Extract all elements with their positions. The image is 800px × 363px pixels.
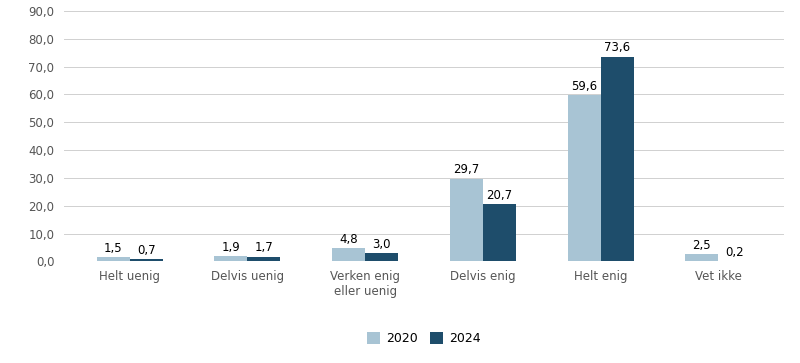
Text: 1,5: 1,5: [104, 242, 122, 255]
Text: 0,7: 0,7: [137, 244, 155, 257]
Text: 1,9: 1,9: [222, 241, 240, 254]
Text: 29,7: 29,7: [454, 163, 479, 176]
Bar: [130, 260, 162, 261]
Text: 3,0: 3,0: [372, 238, 391, 251]
Bar: [214, 256, 247, 261]
Bar: [332, 248, 365, 261]
Bar: [568, 95, 601, 261]
Text: 59,6: 59,6: [571, 80, 597, 93]
Text: 1,7: 1,7: [254, 241, 274, 254]
Text: 0,2: 0,2: [726, 246, 744, 258]
Bar: [450, 179, 483, 261]
Text: 2,5: 2,5: [693, 239, 711, 252]
Text: 73,6: 73,6: [604, 41, 630, 54]
Text: 4,8: 4,8: [339, 233, 358, 246]
Bar: [686, 254, 718, 261]
Bar: [483, 204, 516, 261]
Bar: [601, 57, 634, 261]
Legend: 2020, 2024: 2020, 2024: [362, 327, 486, 350]
Bar: [247, 257, 280, 261]
Text: 20,7: 20,7: [486, 188, 513, 201]
Bar: [365, 253, 398, 261]
Bar: [97, 257, 130, 261]
